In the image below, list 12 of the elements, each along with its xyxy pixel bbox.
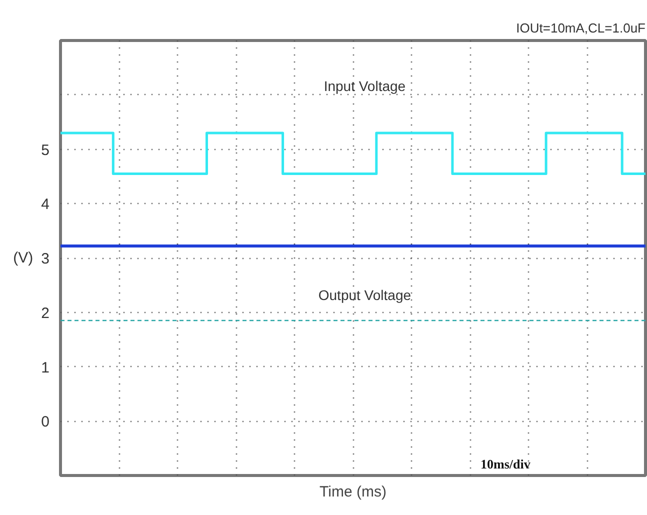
- y-tick-label: 0: [41, 414, 50, 431]
- y-axis-title: (V): [13, 250, 34, 266]
- annotation: Output Voltage: [318, 286, 412, 303]
- y-tick-label: 2: [41, 304, 50, 322]
- y-tick-label: 1: [41, 359, 50, 376]
- y-tick-label: 3: [41, 250, 50, 268]
- y-tick-label: 4: [41, 196, 50, 214]
- y-tick-label: 5: [41, 142, 50, 159]
- chart-title: IOUt=10mA,CL=1.0uF: [516, 20, 646, 36]
- annotation: Input Voltage: [324, 78, 406, 94]
- annotation: 10ms/div: [480, 456, 531, 472]
- x-axis-title: Time (ms): [320, 484, 386, 500]
